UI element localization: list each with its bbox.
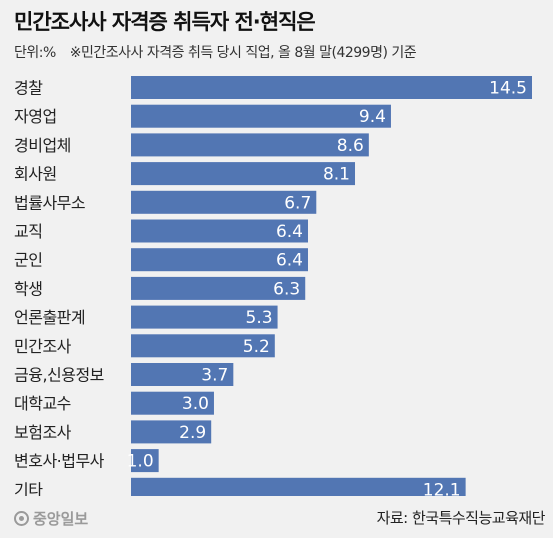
source-note: 자료: 한국특수직능교육재단 — [376, 509, 546, 527]
unit-label: 단위:% — [14, 45, 56, 61]
logo-text: 중앙일보 — [33, 510, 89, 528]
bar — [131, 219, 308, 243]
value-label: 6.3 — [273, 279, 300, 299]
category-label: 경비업체 — [14, 136, 71, 155]
category-label: 변호사·법무사 — [14, 452, 105, 471]
category-label: 군인 — [14, 251, 42, 270]
bar — [131, 363, 234, 386]
category-label: 언론출판계 — [14, 308, 85, 327]
value-label: 8.1 — [323, 165, 350, 185]
chart-subtitle: 단위:% ※민간조사사 자격증 취득 당시 직업, 올 8월 말(4299명) 기… — [14, 42, 417, 62]
value-label: 6.4 — [276, 222, 303, 242]
bar — [131, 276, 306, 300]
category-label: 학생 — [14, 279, 42, 298]
bar — [131, 133, 369, 157]
bar — [131, 190, 317, 214]
publisher-logo: 중앙일보 — [14, 508, 88, 529]
value-label: 9.4 — [359, 107, 386, 127]
category-label: 경찰 — [14, 79, 43, 98]
logo-icon — [14, 511, 29, 526]
bar — [131, 305, 278, 329]
value-label: 5.3 — [246, 308, 273, 328]
category-label: 대학교수 — [14, 394, 71, 413]
category-label: 법률사무소 — [14, 193, 85, 212]
category-label: 금융,신용정보 — [14, 366, 104, 385]
bar — [131, 248, 308, 272]
category-label: 민간조사 — [14, 337, 72, 356]
value-label: 1.0 — [127, 452, 154, 472]
category-label: 회사원 — [14, 165, 57, 184]
bar — [131, 334, 275, 358]
bar — [131, 76, 532, 99]
value-label: 12.1 — [423, 480, 461, 496]
bar-chart: 경찰 14.5 자영업 9.4 경비업체 8.6 회사원 8.1 법률사무소 6.7 교직 6.4 군인… — [14, 76, 532, 496]
chart-note: ※민간조사사 자격증 취득 당시 직업, 올 8월 말(4299명) 기준 — [69, 45, 417, 61]
footer: 중앙일보 자료: 한국특수직능교육재단 — [0, 500, 553, 538]
value-label: 3.7 — [201, 366, 228, 386]
value-label: 3.0 — [182, 394, 209, 414]
bar — [131, 391, 214, 415]
category-label: 자영업 — [14, 107, 57, 126]
bar — [131, 104, 391, 128]
category-label: 기타 — [14, 480, 43, 496]
value-label: 5.2 — [243, 337, 270, 357]
value-label: 2.9 — [179, 423, 206, 443]
category-label: 보험조사 — [14, 423, 72, 442]
bar — [131, 162, 356, 186]
chart-title: 민간조사사 자격증 취득자 전·현직은 — [14, 10, 316, 34]
bar — [131, 477, 466, 496]
value-label: 6.4 — [276, 251, 303, 271]
bar — [131, 420, 212, 444]
value-label: 8.6 — [337, 136, 364, 156]
category-label: 교직 — [14, 222, 42, 241]
bar — [131, 449, 159, 473]
value-label: 14.5 — [489, 79, 527, 99]
value-label: 6.7 — [284, 193, 311, 213]
